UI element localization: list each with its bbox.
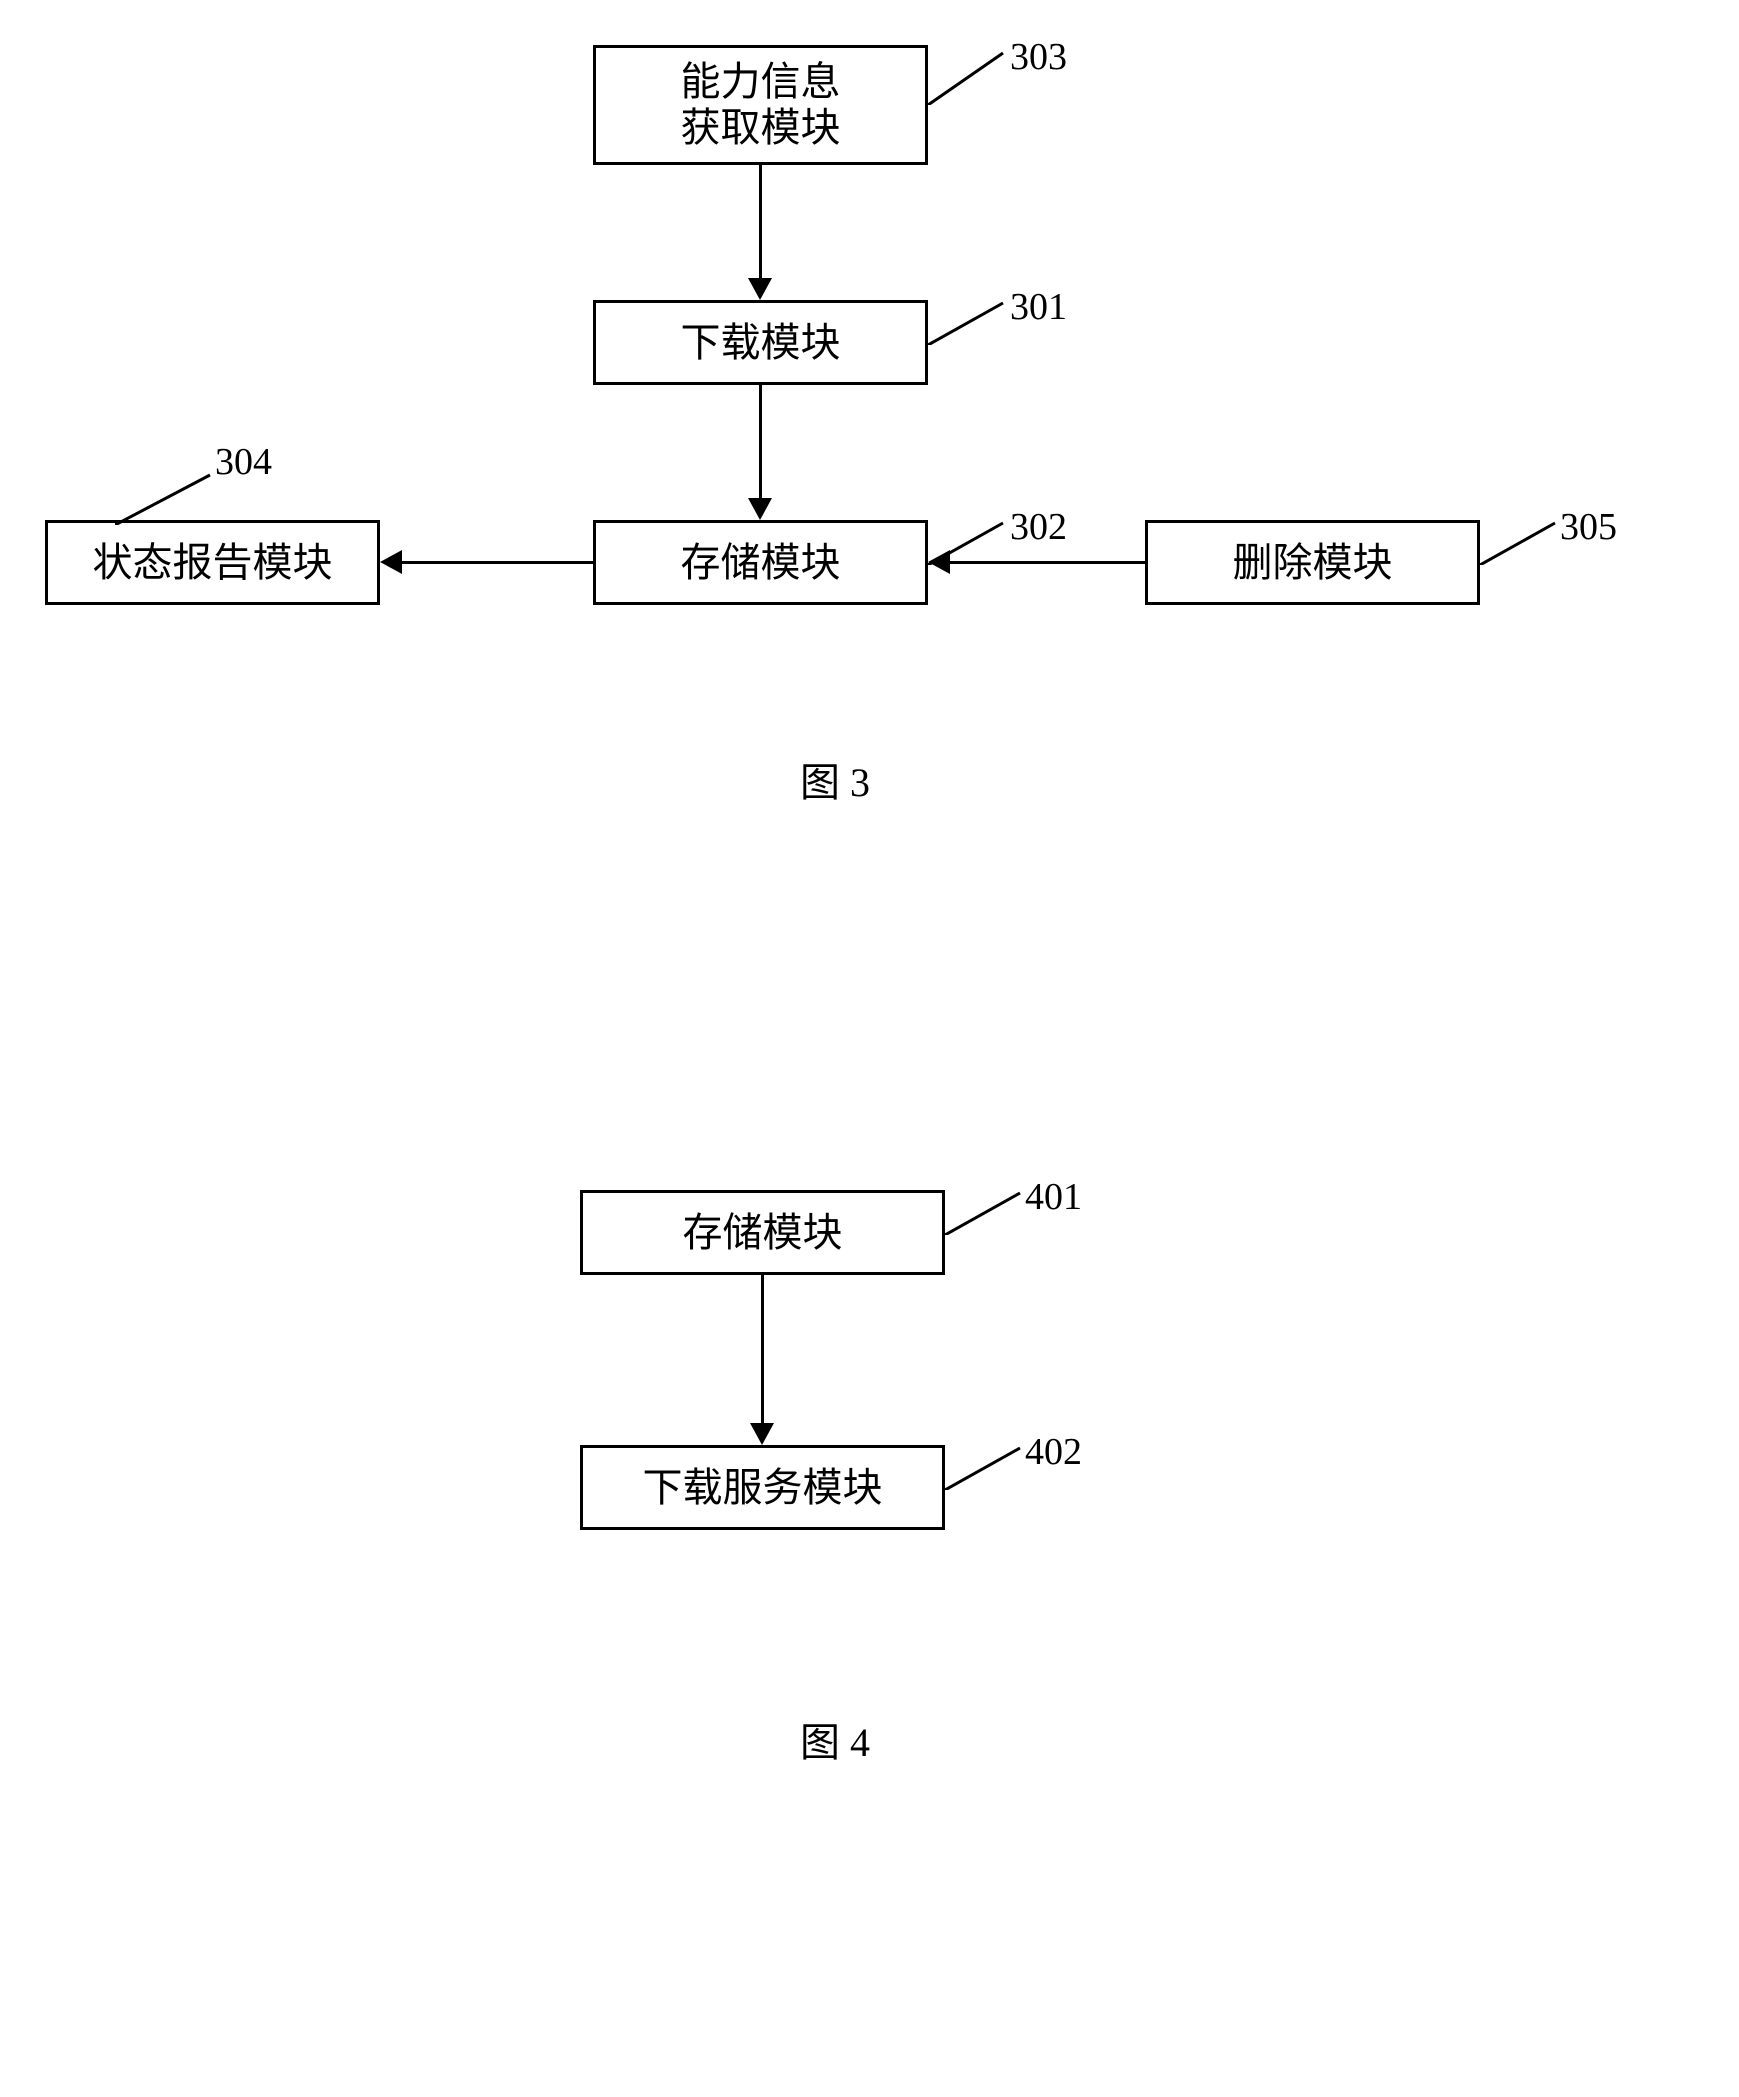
fig4-node-402: 下载服务模块 — [580, 1445, 945, 1530]
fig4-label-402: 402 — [1025, 1430, 1082, 1474]
fig4-label-401: 401 — [1025, 1175, 1082, 1219]
fig3-leader-304 — [115, 470, 215, 525]
fig3-node-304: 状态报告模块 — [45, 520, 380, 605]
fig3-label-303: 303 — [1010, 35, 1067, 79]
fig3-node-302: 存储模块 — [593, 520, 928, 605]
fig4-leader-401 — [945, 1185, 1030, 1235]
fig4-leader-402 — [945, 1440, 1030, 1490]
fig3-node-304-text: 状态报告模块 — [93, 540, 333, 586]
fig3-arrow-302-304-line — [402, 561, 593, 564]
fig3-arrow-302-304-head — [380, 550, 402, 574]
fig3-arrow-305-302-head — [928, 550, 950, 574]
fig3-caption: 图 3 — [800, 750, 870, 808]
fig3-arrow-303-301-head — [748, 278, 772, 300]
fig3-leader-303 — [928, 45, 1013, 105]
fig3-node-305-text: 删除模块 — [1233, 540, 1393, 586]
fig3-node-301: 下载模块 — [593, 300, 928, 385]
page: 能力信息 获取模块 303 下载模块 301 状态报告模块 304 存储模块 3… — [0, 0, 1739, 2097]
fig3-label-305: 305 — [1560, 505, 1617, 549]
fig3-node-303-line2: 获取模块 — [681, 105, 841, 150]
fig4-arrow-401-402-head — [750, 1423, 774, 1445]
fig3-arrow-303-301-line — [759, 165, 762, 278]
fig3-node-305: 删除模块 — [1145, 520, 1480, 605]
fig3-node-301-text: 下载模块 — [681, 320, 841, 366]
fig3-leader-305 — [1480, 515, 1565, 565]
fig3-arrow-301-302-line — [759, 385, 762, 498]
fig3-leader-301 — [928, 295, 1013, 345]
fig4-node-402-text: 下载服务模块 — [643, 1465, 883, 1511]
fig3-node-303: 能力信息 获取模块 — [593, 45, 928, 165]
fig4-node-401: 存储模块 — [580, 1190, 945, 1275]
fig3-label-302: 302 — [1010, 505, 1067, 549]
fig3-node-302-text: 存储模块 — [681, 540, 841, 586]
fig3-arrow-301-302-head — [748, 498, 772, 520]
fig4-caption: 图 4 — [800, 1710, 870, 1768]
fig3-label-304: 304 — [215, 440, 272, 484]
fig3-label-301: 301 — [1010, 285, 1067, 329]
fig4-node-401-text: 存储模块 — [683, 1210, 843, 1256]
fig3-arrow-305-302-line — [950, 561, 1145, 564]
fig4-arrow-401-402-line — [761, 1275, 764, 1423]
fig3-node-303-line1: 能力信息 — [681, 59, 841, 104]
fig3-node-303-text: 能力信息 获取模块 — [681, 59, 841, 151]
